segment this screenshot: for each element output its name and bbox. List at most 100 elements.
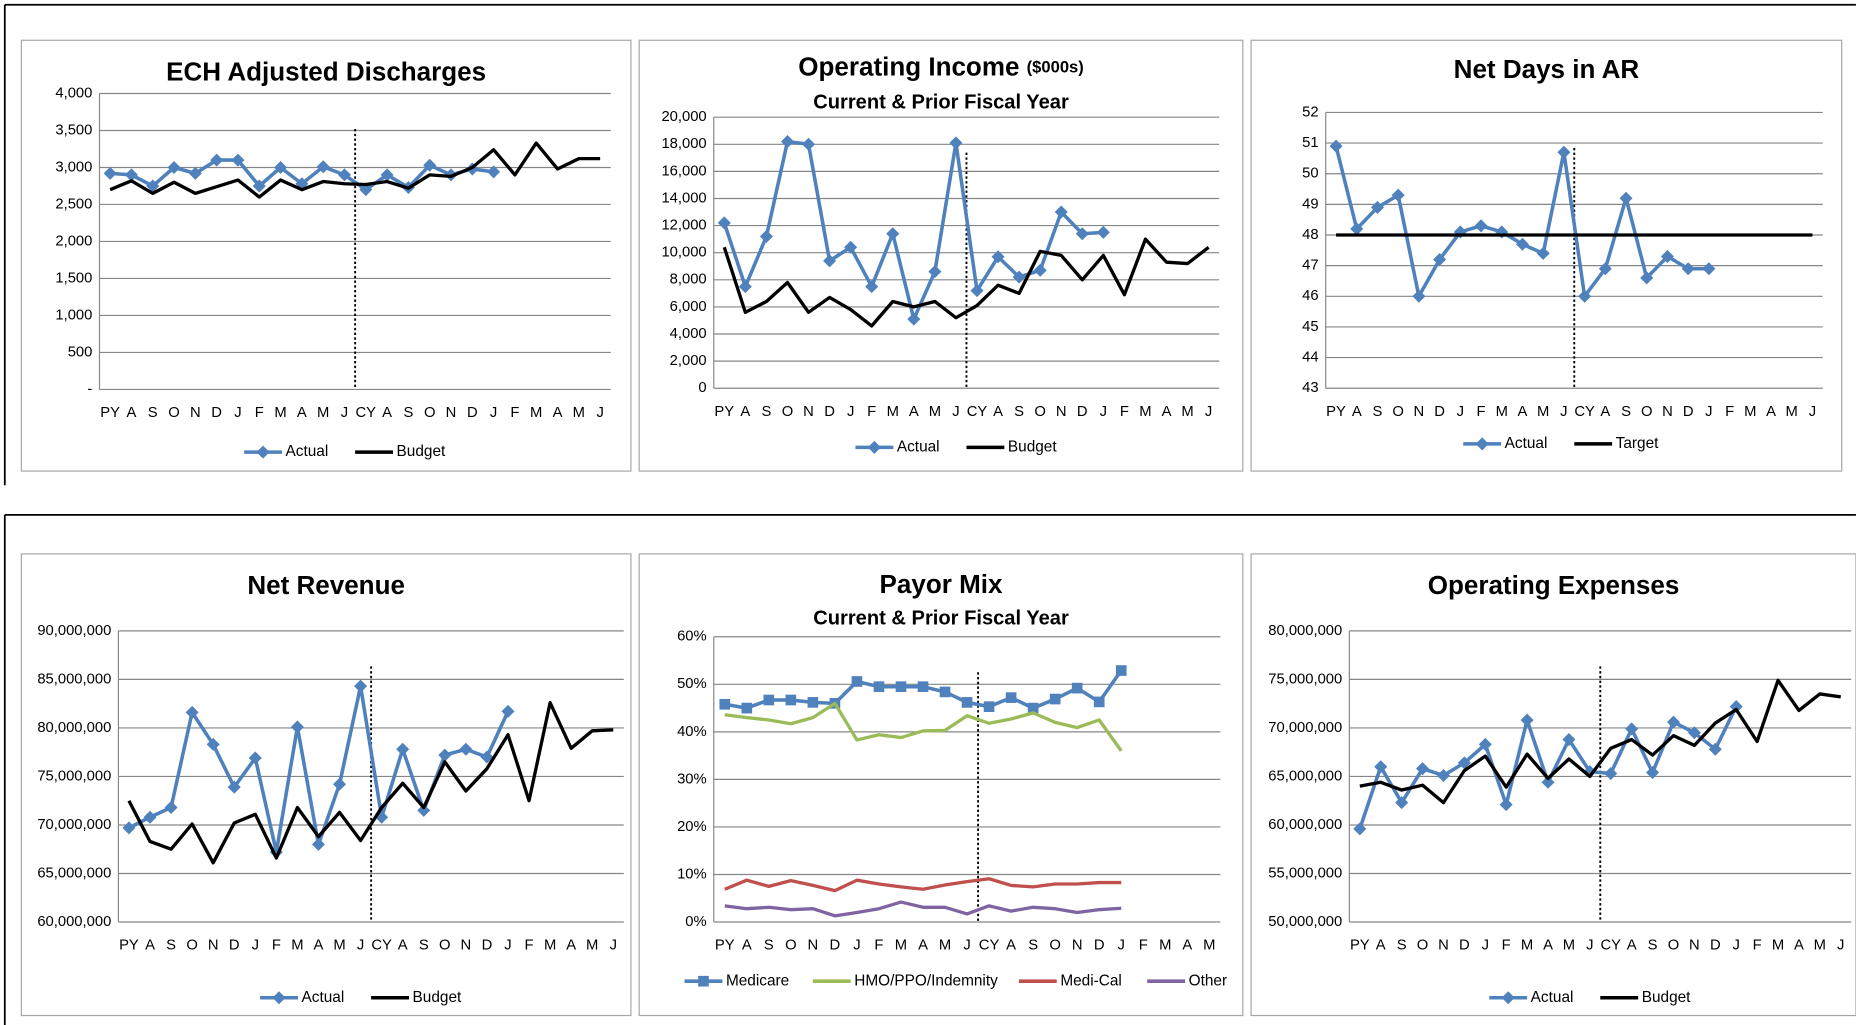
y-tick-label: 18,000 bbox=[661, 136, 706, 152]
x-tick-label: O bbox=[1034, 404, 1046, 420]
data-point bbox=[167, 160, 181, 174]
x-tick-label: A bbox=[1627, 938, 1637, 954]
data-point bbox=[1075, 227, 1089, 241]
x-tick-label: A bbox=[398, 938, 408, 954]
y-tick-label: 20% bbox=[677, 819, 707, 835]
data-point bbox=[1625, 722, 1639, 736]
legend-marker bbox=[698, 975, 709, 987]
data-point bbox=[1027, 702, 1039, 714]
x-tick-label: J bbox=[1809, 404, 1816, 420]
y-tick-label: 3,500 bbox=[55, 122, 92, 138]
x-tick-label: J bbox=[596, 405, 603, 421]
x-tick-label: M bbox=[939, 938, 951, 954]
series-line bbox=[724, 701, 1123, 752]
data-point bbox=[188, 166, 202, 180]
chart-title-text: Operating Expenses bbox=[1428, 570, 1680, 600]
y-tick-label: 40% bbox=[677, 724, 707, 740]
data-point bbox=[823, 254, 837, 268]
x-tick-label: N bbox=[808, 938, 819, 954]
data-point bbox=[1049, 693, 1061, 705]
x-tick-label: J bbox=[963, 938, 970, 954]
y-tick-label: 50,000,000 bbox=[1268, 914, 1342, 930]
x-tick-label: M bbox=[1521, 938, 1533, 954]
data-point bbox=[333, 777, 347, 791]
legend-label: Actual bbox=[897, 438, 940, 455]
x-tick-label: O bbox=[1417, 938, 1429, 954]
data-point bbox=[487, 165, 501, 179]
x-tick-label: M bbox=[887, 404, 899, 420]
y-tick-label: 2,500 bbox=[55, 196, 92, 212]
series-line bbox=[724, 877, 1122, 893]
legend-label: Actual bbox=[302, 989, 345, 1006]
legend-marker bbox=[256, 445, 270, 459]
data-point bbox=[983, 701, 995, 712]
x-tick-label: J bbox=[847, 404, 854, 420]
y-tick-label: 4,000 bbox=[670, 326, 707, 342]
y-tick-label: 52 bbox=[1302, 104, 1318, 120]
x-tick-label: F bbox=[525, 938, 534, 954]
x-tick-label: O bbox=[1392, 404, 1403, 420]
x-tick-label: A bbox=[993, 404, 1003, 420]
legend-label: Budget bbox=[1008, 438, 1057, 455]
legend-label: Medicare bbox=[726, 972, 789, 989]
x-tick-label: D bbox=[1459, 938, 1470, 954]
x-tick-label: J bbox=[504, 938, 511, 954]
legend-label: Budget bbox=[397, 443, 446, 460]
x-tick-label: D bbox=[1710, 938, 1721, 954]
x-tick-label: F bbox=[1120, 404, 1129, 420]
data-point bbox=[907, 312, 921, 326]
x-tick-label: N bbox=[1438, 938, 1449, 954]
x-tick-label: M bbox=[1786, 404, 1798, 420]
y-tick-label: 46 bbox=[1302, 288, 1318, 304]
series-line bbox=[722, 237, 1210, 328]
data-point bbox=[1370, 200, 1384, 214]
y-tick-label: 1,500 bbox=[55, 270, 92, 286]
x-tick-label: M bbox=[317, 405, 329, 421]
data-point bbox=[1071, 682, 1083, 694]
x-tick-label: O bbox=[782, 404, 794, 420]
chart-panel bbox=[638, 39, 1244, 472]
x-tick-label: J bbox=[1457, 404, 1464, 420]
y-tick-label: 60,000,000 bbox=[1268, 817, 1342, 833]
y-tick-label: 48 bbox=[1302, 227, 1318, 243]
data-point bbox=[939, 686, 951, 698]
x-tick-label: J bbox=[1586, 938, 1593, 954]
data-point bbox=[1562, 733, 1576, 747]
x-tick-label: A bbox=[314, 938, 324, 954]
data-point bbox=[1033, 263, 1047, 277]
data-point bbox=[851, 676, 863, 687]
x-tick-label: A bbox=[1006, 938, 1016, 954]
x-tick-label: D bbox=[1094, 938, 1105, 954]
x-tick-label: D bbox=[1434, 404, 1445, 420]
x-tick-label: F bbox=[874, 938, 883, 954]
x-tick-label: A bbox=[740, 404, 750, 420]
y-tick-label: 43 bbox=[1302, 380, 1318, 396]
x-tick-label: M bbox=[1537, 404, 1549, 420]
x-tick-label: A bbox=[1162, 404, 1172, 420]
x-tick-label: J bbox=[1837, 938, 1844, 954]
data-point bbox=[122, 821, 136, 835]
y-tick-label: 2,000 bbox=[670, 353, 707, 369]
y-tick-label: 90,000,000 bbox=[37, 623, 111, 639]
chart-title: ECH Adjusted Discharges bbox=[166, 56, 486, 86]
data-point bbox=[1093, 696, 1105, 708]
data-point bbox=[970, 284, 984, 298]
chart-title-text: Net Revenue bbox=[247, 570, 405, 600]
y-tick-label: 65,000,000 bbox=[1268, 768, 1342, 784]
chart-title-text: Payor Mix bbox=[880, 569, 1003, 599]
y-tick-label: 8,000 bbox=[670, 272, 707, 288]
x-tick-label: S bbox=[1621, 404, 1631, 420]
chart-title: Payor Mix bbox=[880, 569, 1003, 599]
series-line bbox=[109, 141, 601, 199]
x-tick-label: S bbox=[1028, 938, 1038, 954]
x-tick-label: J bbox=[357, 938, 364, 954]
x-tick-label: F bbox=[255, 405, 264, 421]
x-tick-label: A bbox=[145, 938, 155, 954]
data-point bbox=[1681, 262, 1695, 276]
x-tick-label: M bbox=[1159, 938, 1171, 954]
x-tick-label: A bbox=[909, 404, 919, 420]
x-tick-label: O bbox=[785, 938, 797, 954]
data-point bbox=[1619, 191, 1633, 205]
data-point bbox=[873, 681, 885, 693]
